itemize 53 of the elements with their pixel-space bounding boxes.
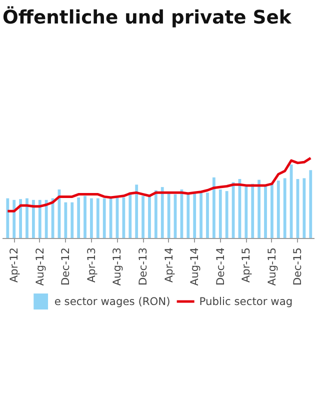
bar [142, 196, 144, 238]
bar [128, 193, 132, 238]
x-tick-label: Apr-15 [240, 247, 253, 283]
bar [283, 178, 286, 238]
bar [70, 202, 74, 238]
bar [251, 184, 254, 238]
legend-label: e sector wages (RON) [54, 294, 170, 308]
bar [167, 193, 170, 238]
bar [32, 200, 35, 238]
x-tick-label: Aug-12 [33, 247, 46, 286]
x-tick-label: Apr-14 [162, 247, 176, 283]
bar [148, 196, 151, 238]
bar [302, 178, 306, 238]
bar [96, 198, 100, 238]
bar [244, 186, 248, 238]
bar [6, 198, 10, 238]
bar [200, 192, 202, 238]
x-tick-label: Aug-15 [265, 247, 278, 286]
bar [38, 200, 42, 238]
bar [154, 190, 158, 238]
bar [77, 198, 80, 238]
x-tick-label: Dec-12 [59, 247, 72, 286]
bar [258, 180, 261, 238]
x-tick-label: Aug-14 [188, 247, 202, 286]
bar [270, 184, 274, 238]
x-tick-label: Aug-13 [110, 247, 124, 286]
bar [12, 200, 16, 238]
bar [122, 198, 126, 238]
x-tick-label: Dec-15 [291, 247, 304, 286]
x-tick-label: Apr-12 [8, 247, 21, 283]
chart-title: Öffentliche und private Sek [2, 6, 292, 28]
bar [102, 198, 106, 238]
legend-label: Public sector wag [199, 294, 293, 308]
bar [218, 189, 222, 238]
bar [26, 198, 28, 238]
bar [135, 184, 138, 238]
bar [206, 192, 209, 238]
bar [309, 170, 312, 238]
bar [225, 191, 228, 238]
bar [19, 199, 22, 238]
x-tick-label: Dec-14 [214, 247, 227, 286]
bar [64, 202, 68, 238]
bar [84, 196, 86, 238]
bar [212, 177, 216, 238]
bar [193, 192, 196, 238]
bar [90, 198, 93, 238]
bar [264, 186, 267, 238]
bar [276, 180, 280, 238]
bar [160, 187, 164, 238]
x-tick-label: Dec-13 [136, 247, 150, 286]
x-tick-label: Apr-13 [84, 247, 98, 283]
bar [44, 200, 48, 238]
bar [186, 193, 190, 238]
